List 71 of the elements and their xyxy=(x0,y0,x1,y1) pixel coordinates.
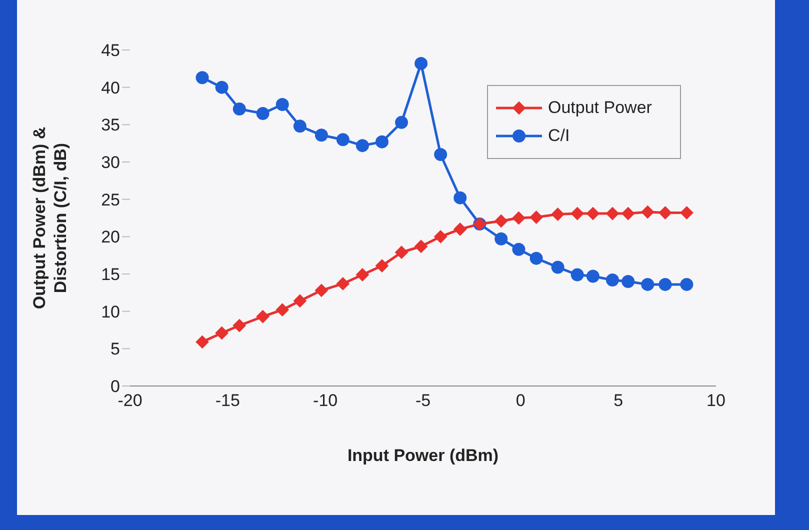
point xyxy=(414,56,428,70)
point xyxy=(336,133,350,146)
point xyxy=(375,135,388,148)
point xyxy=(215,80,228,94)
point xyxy=(434,148,448,162)
point xyxy=(336,277,350,290)
point xyxy=(395,116,408,129)
point xyxy=(551,260,564,274)
point xyxy=(276,98,289,112)
x-tick-label: -15 xyxy=(215,391,240,410)
x-tick-label: -20 xyxy=(118,391,142,410)
point xyxy=(586,207,600,220)
point xyxy=(680,278,694,291)
point xyxy=(658,206,672,220)
point xyxy=(586,270,600,283)
point xyxy=(512,212,526,224)
point xyxy=(375,259,388,272)
point xyxy=(494,214,508,228)
y-tick-label: 40 xyxy=(101,78,120,98)
x-tick-label: 0 xyxy=(516,391,526,410)
point xyxy=(641,278,654,291)
point xyxy=(570,207,584,220)
point xyxy=(196,71,209,84)
point xyxy=(551,208,564,221)
point xyxy=(494,232,508,246)
legend-label: C/I xyxy=(548,126,570,146)
point xyxy=(414,240,428,253)
point xyxy=(314,128,328,142)
y-tick-label: 0 xyxy=(110,377,120,396)
point xyxy=(256,310,270,324)
y-tick-label: 15 xyxy=(101,265,120,284)
point xyxy=(232,102,246,116)
point xyxy=(454,191,467,204)
y-tick-label: 35 xyxy=(101,116,120,135)
y-tick-label: 10 xyxy=(101,302,120,322)
point xyxy=(606,207,619,220)
x-axis-title: Input Power (dBm) xyxy=(347,446,499,465)
point xyxy=(434,230,448,244)
y-tick-label: 5 xyxy=(110,340,120,359)
point xyxy=(530,210,543,224)
point xyxy=(215,326,228,340)
point xyxy=(232,319,246,332)
point xyxy=(570,268,584,282)
x-tick-label: 10 xyxy=(706,391,726,410)
point xyxy=(658,278,672,291)
point xyxy=(512,242,526,256)
x-tick-label: -5 xyxy=(415,391,431,410)
y-tick-label: 45 xyxy=(101,41,120,60)
point xyxy=(314,284,328,297)
point xyxy=(622,274,635,288)
x-tick-label: -10 xyxy=(313,391,338,410)
legend-label: Output Power xyxy=(548,98,652,118)
point xyxy=(293,294,306,308)
y-tick-label: 20 xyxy=(101,228,120,247)
point xyxy=(395,246,408,259)
point xyxy=(293,120,306,133)
point xyxy=(356,268,369,282)
y-tick-label: 30 xyxy=(101,153,120,172)
point xyxy=(641,206,654,219)
point xyxy=(454,222,467,236)
y-tick-label: 25 xyxy=(101,190,120,210)
point xyxy=(530,252,543,265)
point xyxy=(680,206,694,220)
x-tick-label: 5 xyxy=(614,391,624,410)
point xyxy=(356,139,369,152)
point xyxy=(196,335,209,348)
point xyxy=(256,106,270,120)
point xyxy=(622,207,635,220)
point xyxy=(276,303,289,316)
point xyxy=(606,273,619,286)
y-axis-title: Output Power (dBm) & Distortion (C/I, dB) xyxy=(30,126,70,310)
